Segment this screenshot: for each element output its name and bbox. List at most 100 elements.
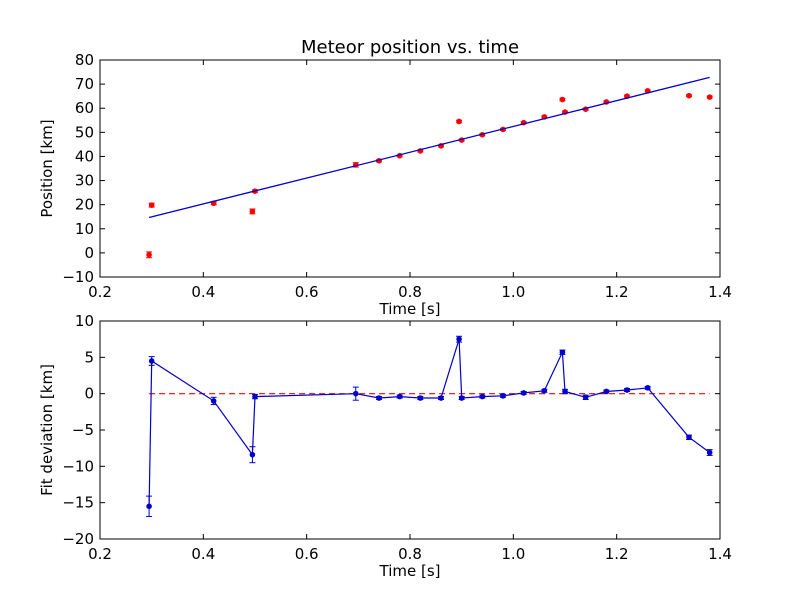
- y-tick-label: 30: [75, 172, 94, 190]
- y-tick-label: 80: [75, 51, 94, 69]
- y-tick-label: 10: [75, 220, 94, 238]
- y-tick-label: 5: [84, 348, 94, 366]
- deviation-ticks: 0.2 0.4 0.6 0.8 1.0 1.2 1.4 −20 −15 −10 −5 0 5 10: [62, 312, 732, 563]
- x-tick-label: 0.6: [295, 283, 319, 301]
- point-marker: [146, 252, 152, 258]
- data-point: [352, 386, 359, 401]
- position-marks: [146, 76, 713, 259]
- position-plot-frame: [99, 59, 721, 278]
- point-marker: [479, 393, 486, 400]
- deviation-chart: 0.2 0.4 0.6 0.8 1.0 1.2 1.4 −20 −15 −10 −5 0 5 10 Tim…: [38, 312, 732, 580]
- data-point: [148, 202, 155, 208]
- point-marker: [458, 395, 465, 401]
- data-point: [456, 335, 463, 343]
- y-tick-label: 10: [75, 312, 94, 330]
- y-tick-label: 50: [75, 123, 94, 141]
- data-point: [500, 393, 506, 399]
- position-x-axis-label: Time [s]: [379, 300, 441, 318]
- point-marker: [352, 390, 359, 397]
- data-point: [252, 393, 258, 400]
- deviation-plot-frame: [99, 320, 721, 540]
- data-point: [706, 449, 713, 456]
- point-marker: [644, 385, 651, 391]
- point-marker: [559, 96, 566, 103]
- y-tick-label: −10: [62, 268, 94, 286]
- data-point: [417, 395, 424, 401]
- data-point: [559, 349, 566, 356]
- point-marker: [686, 434, 692, 441]
- x-tick-label: 1.4: [708, 545, 732, 563]
- data-point: [210, 396, 217, 406]
- fit-line: [148, 76, 710, 219]
- x-tick-label: 0.8: [398, 283, 422, 301]
- deviation-line: [148, 339, 711, 507]
- x-tick-label: 0.2: [88, 283, 112, 301]
- deviation-x-axis-label: Time [s]: [379, 562, 441, 580]
- chart-title: Meteor position vs. time: [301, 37, 519, 58]
- point-marker: [456, 118, 462, 125]
- data-point: [520, 390, 527, 396]
- position-y-axis-label: Position [km]: [38, 119, 56, 217]
- data-point: [559, 96, 566, 103]
- data-point: [376, 395, 382, 401]
- x-tick-label: 0.6: [295, 545, 319, 563]
- x-tick-label: 1.2: [605, 545, 629, 563]
- point-marker: [376, 395, 382, 401]
- y-tick-label: −5: [72, 421, 94, 439]
- data-point: [479, 393, 486, 400]
- point-marker: [148, 202, 155, 208]
- data-point: [456, 118, 463, 125]
- data-point: [562, 388, 568, 395]
- y-tick-label: 40: [75, 147, 94, 165]
- y-tick-label: 70: [75, 75, 94, 93]
- point-marker: [249, 451, 256, 458]
- data-point: [458, 395, 465, 401]
- data-point: [146, 251, 153, 259]
- data-point: [249, 446, 256, 464]
- x-tick-label: 1.0: [501, 283, 525, 301]
- point-marker: [417, 395, 424, 401]
- data-point: [686, 434, 692, 441]
- point-marker: [686, 92, 692, 99]
- position-chart: Meteor position vs. time 0.2 0.4 0.6 0.8 1.0…: [38, 37, 732, 318]
- x-tick-label: 0.4: [191, 283, 215, 301]
- point-marker: [456, 336, 462, 342]
- data-point: [541, 387, 548, 394]
- deviation-y-axis-label: Fit deviation [km]: [38, 364, 56, 496]
- point-marker: [541, 387, 548, 394]
- point-marker: [582, 394, 589, 401]
- data-point: [624, 387, 630, 393]
- y-tick-label: 20: [75, 196, 94, 214]
- point-marker: [396, 393, 403, 400]
- y-tick-label: 60: [75, 99, 94, 117]
- point-marker: [249, 208, 256, 215]
- point-marker: [252, 393, 258, 400]
- point-marker: [603, 388, 610, 395]
- x-tick-label: 1.0: [501, 545, 525, 563]
- point-marker: [706, 94, 713, 100]
- x-tick-label: 1.4: [708, 283, 732, 301]
- y-tick-label: 0: [84, 244, 94, 262]
- data-point: [644, 385, 651, 391]
- y-tick-label: −20: [62, 530, 94, 548]
- x-tick-label: 0.4: [191, 545, 215, 563]
- point-marker: [148, 358, 155, 364]
- deviation-marks: [146, 335, 713, 517]
- y-tick-label: 0: [84, 385, 94, 403]
- point-marker: [210, 398, 217, 404]
- x-tick-label: 1.2: [605, 283, 629, 301]
- point-marker: [559, 349, 566, 356]
- point-marker: [706, 449, 713, 456]
- data-point: [396, 393, 403, 400]
- position-ticks: 0.2 0.4 0.6 0.8 1.0 1.2 1.4 −10 0 10 20 30 40 50 60 70 8…: [62, 51, 732, 301]
- point-marker: [146, 503, 152, 510]
- x-tick-label: 0.8: [398, 545, 422, 563]
- data-point: [148, 356, 155, 366]
- y-tick-label: −10: [62, 457, 94, 475]
- x-tick-label: 0.2: [88, 545, 112, 563]
- data-point: [146, 495, 153, 517]
- point-marker: [624, 387, 630, 393]
- data-point: [706, 94, 713, 100]
- data-point: [686, 92, 692, 99]
